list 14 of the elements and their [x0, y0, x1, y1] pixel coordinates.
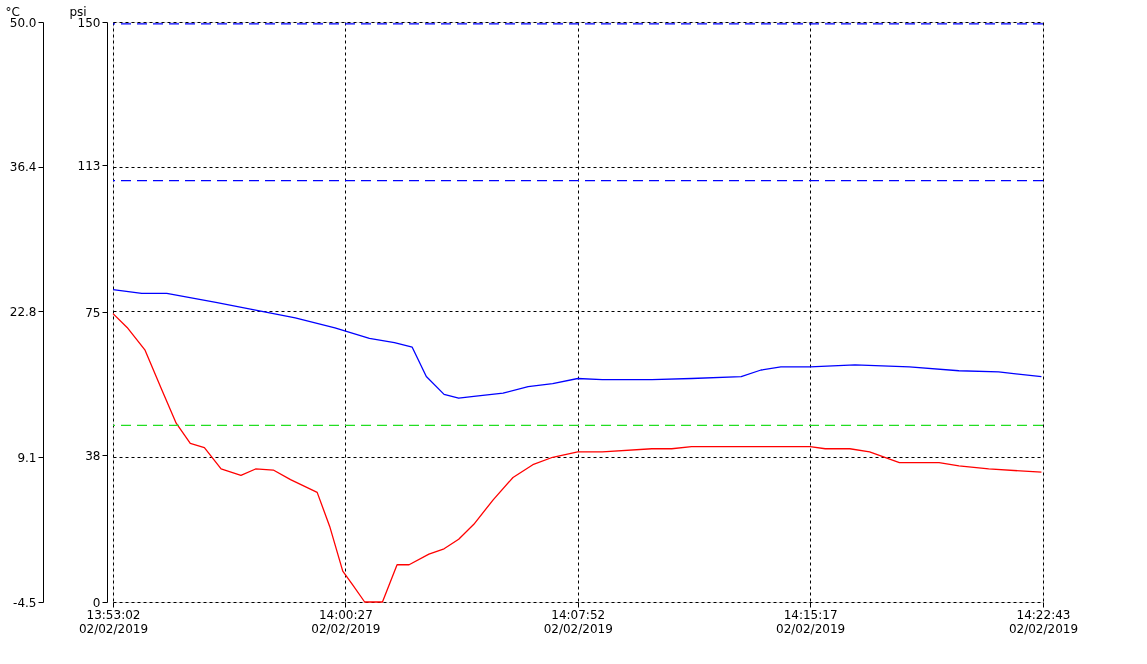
y2-tick-label: 38: [85, 448, 101, 463]
y-tick-label: 36.4: [9, 160, 37, 175]
x-tick-label: 14:00:27 02/02/2019: [311, 607, 381, 636]
y2-tick-label: 75: [85, 305, 101, 320]
y-tick-label: 9.1: [17, 450, 37, 465]
line-series: [112, 288, 1043, 399]
y-tick-label: -4.5: [13, 595, 37, 610]
x-tick-label: 14:15:17 02/02/2019: [776, 607, 846, 636]
x-tick-label: 14:22:43 02/02/2019: [1008, 607, 1079, 636]
y-tick-label: 22.8: [9, 304, 37, 319]
y2-tick-label: 113: [77, 158, 101, 173]
x-tick-label: 13:53:02 02/02/2019: [78, 607, 149, 636]
x-tick-label: 14:07:52 02/02/2019: [543, 607, 613, 636]
y2-tick-label: 0: [92, 595, 101, 610]
